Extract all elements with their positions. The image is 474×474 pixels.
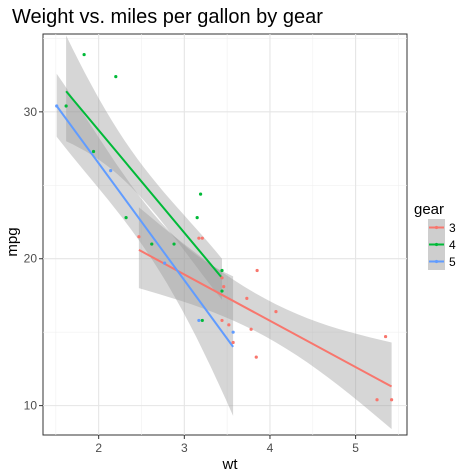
data-point-gear-3 xyxy=(383,334,388,339)
chart-title: Weight vs. miles per gallon by gear xyxy=(12,6,323,28)
y-axis-label: mpg xyxy=(4,227,21,256)
data-point-gear-4 xyxy=(124,216,128,220)
data-point-gear-4 xyxy=(220,268,224,273)
data-point-gear-5 xyxy=(197,318,201,323)
data-point-gear-3 xyxy=(245,296,249,300)
data-point-gear-3 xyxy=(200,236,204,240)
legend-key-point xyxy=(434,225,439,230)
data-point-gear-4 xyxy=(114,74,118,79)
data-point-gear-3 xyxy=(231,340,235,345)
data-point-gear-3 xyxy=(255,268,259,273)
data-point-gear-5 xyxy=(109,169,113,173)
data-point-gear-4 xyxy=(172,242,176,246)
data-point-gear-5 xyxy=(163,261,167,265)
x-tick-label: 2 xyxy=(95,441,102,455)
data-point-gear-3 xyxy=(220,276,224,280)
data-point-gear-5 xyxy=(55,104,59,108)
y-axis: 10 20 30 xyxy=(24,105,43,413)
fit-line-gear-4 xyxy=(65,90,223,279)
confidence-band-gear-4 xyxy=(66,35,222,300)
legend-title: gear xyxy=(414,201,444,218)
data-point-gear-3 xyxy=(274,310,278,314)
data-point-gear-3 xyxy=(197,236,201,240)
y-tick-label: 10 xyxy=(24,399,38,413)
fit-line-gear-5 xyxy=(55,105,234,348)
legend-key-point xyxy=(434,242,439,247)
data-point-gear-5 xyxy=(231,330,235,334)
legend-label: 4 xyxy=(449,238,456,252)
data-point-gear-4 xyxy=(220,289,224,293)
data-point-gear-3 xyxy=(254,355,258,359)
x-axis-label: wt xyxy=(222,456,239,473)
data-point-gear-4 xyxy=(91,149,96,154)
x-tick-label: 3 xyxy=(181,441,188,455)
data-point-gear-4 xyxy=(195,216,199,220)
y-tick-label: 30 xyxy=(24,105,38,119)
y-tick-label: 20 xyxy=(24,252,38,266)
data-point-gear-3 xyxy=(222,285,226,289)
legend-label: 5 xyxy=(449,255,456,269)
panel-background xyxy=(42,33,408,436)
data-point-gear-3 xyxy=(375,398,379,402)
data-point-gear-3 xyxy=(389,398,394,402)
fit-line-gear-3 xyxy=(138,249,393,388)
data-point-gear-3 xyxy=(220,318,224,323)
x-tick-label: 5 xyxy=(352,441,359,455)
data-point-gear-3 xyxy=(137,235,141,239)
data-point-gear-4 xyxy=(198,192,203,196)
data-point-gear-4 xyxy=(200,318,204,323)
data-point-gear-3 xyxy=(227,323,231,327)
plot-panel xyxy=(42,33,408,436)
legend: gear 3 4 5 xyxy=(414,201,456,270)
data-point-gear-4 xyxy=(150,242,154,246)
legend-key-point xyxy=(434,259,439,264)
data-point-gear-4 xyxy=(82,52,86,57)
data-point-gear-3 xyxy=(249,327,253,331)
data-point-gear-4 xyxy=(64,104,68,108)
confidence-band-gear-5 xyxy=(56,73,234,416)
x-tick-label: 4 xyxy=(267,441,274,455)
legend-label: 3 xyxy=(449,221,456,235)
x-axis: 2 3 4 5 xyxy=(95,435,359,455)
